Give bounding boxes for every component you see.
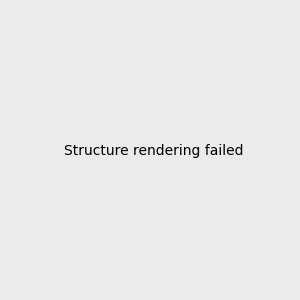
Text: Structure rendering failed: Structure rendering failed bbox=[64, 145, 244, 158]
